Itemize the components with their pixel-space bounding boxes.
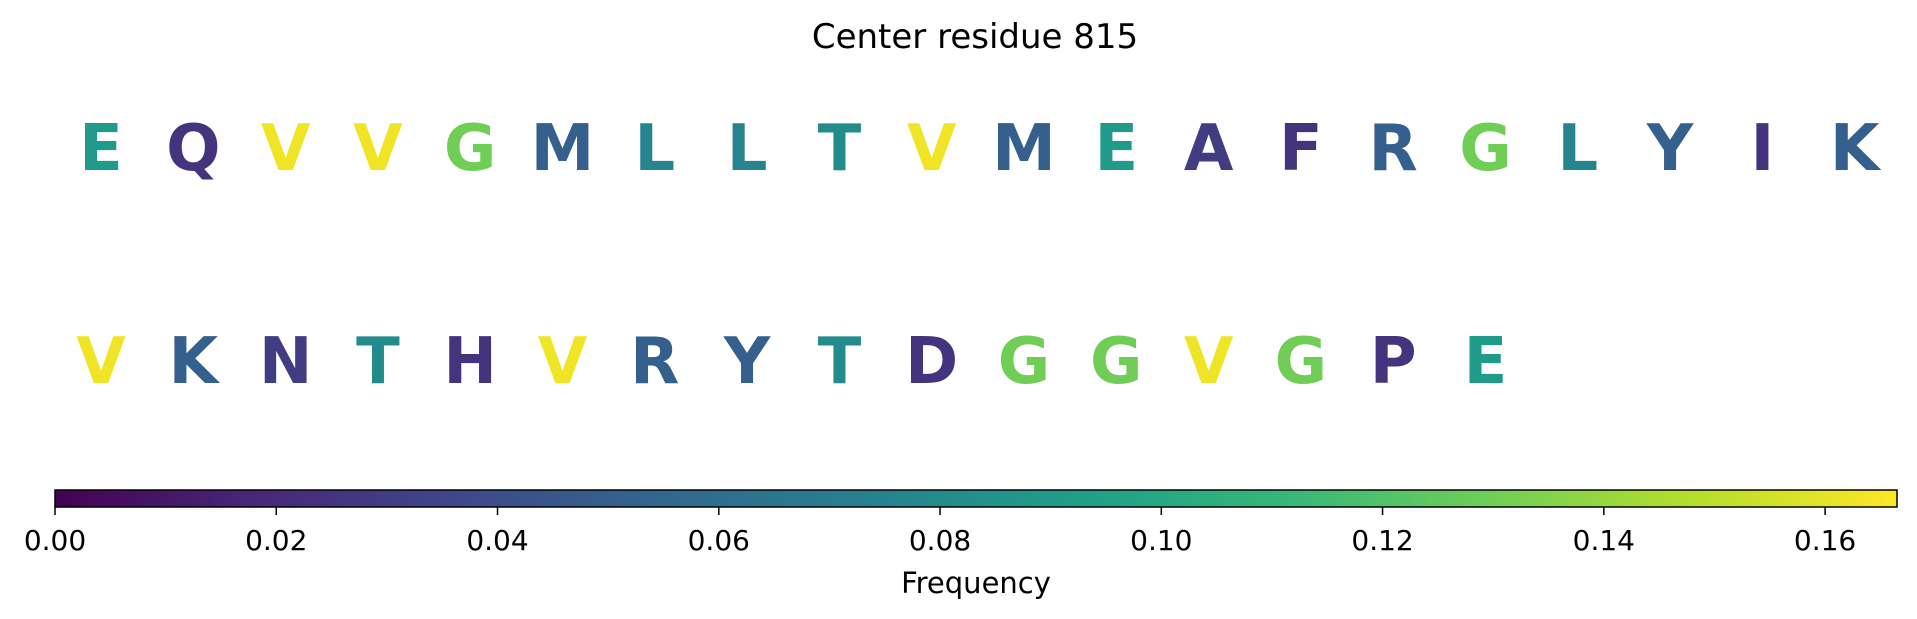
residue-letter: Y [1646,112,1694,186]
colorbar-tick-label: 0.14 [1573,524,1635,557]
residue-letter: G [1090,325,1143,399]
residue-letter: N [259,325,313,399]
residue-letter: K [1830,112,1882,186]
residue-letter: P [1370,325,1417,399]
residue-letter: L [1557,112,1598,186]
residue-letter: E [79,112,123,186]
residue-letter: K [169,325,221,399]
colorbar-frame [54,489,1898,508]
colorbar-tick-label: 0.02 [245,524,307,557]
chart-title: Center residue 815 [812,17,1138,57]
residue-letter: V [907,112,957,186]
residue-letter: A [1184,112,1234,186]
residue-letter: G [1459,112,1512,186]
residue-letter: T [356,325,400,399]
colorbar-tick-label: 0.10 [1130,524,1192,557]
colorbar-gradient [55,490,1897,507]
colorbar-label: Frequency [901,566,1051,600]
residue-letter: E [1464,325,1508,399]
colorbar-tick-label: 0.06 [688,524,750,557]
residue-letter: V [353,112,403,186]
residue-letter: V [1184,325,1234,399]
residue-letter: L [727,112,768,186]
residue-letter: Q [166,112,220,186]
colorbar-tick-label: 0.16 [1794,524,1856,557]
residue-letter: M [992,112,1056,186]
colorbar-tick-label: 0.08 [909,524,971,557]
residue-letter: T [818,112,862,186]
colorbar-tick-label: 0.00 [24,524,86,557]
colorbar-ticks: 0.00 0.02 0.04 0.06 0.08 0.10 0.12 0.14 0.16 [24,507,1856,557]
residue-letter: V [76,325,126,399]
residue-letter: G [998,325,1051,399]
residue-letter: M [531,112,595,186]
residue-letter: I [1750,112,1774,186]
residue-letter: R [1369,112,1418,186]
colorbar-tick-label: 0.12 [1351,524,1413,557]
residue-letter: F [1279,112,1323,186]
residue-letter: E [1094,112,1138,186]
residue-letter: D [905,325,958,399]
residue-letter: Y [723,325,771,399]
colorbar-tick-label: 0.04 [466,524,528,557]
residue-letter: V [538,325,588,399]
residue-letter: T [818,325,862,399]
residue-letter: H [443,325,497,399]
residue-letter: R [630,325,679,399]
residue-letter: L [634,112,675,186]
residue-letter: G [444,112,497,186]
residue-letter: V [261,112,311,186]
residue-rows: E Q V V G M L L T V M E A F R G L Y I KV K N T H V R Y T D G G V G P E [76,112,1882,399]
colorbar: 0.00 0.02 0.04 0.06 0.08 0.10 0.12 0.14 0.16 Fre… [24,489,1898,600]
residue-letter: G [1275,325,1328,399]
